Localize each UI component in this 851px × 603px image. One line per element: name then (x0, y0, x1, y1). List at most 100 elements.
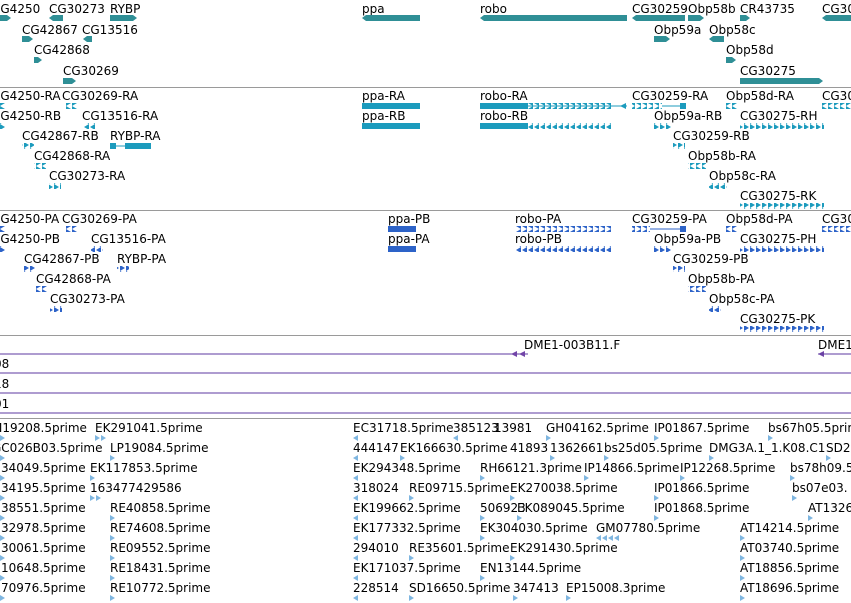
est-label[interactable]: H10648.5prime (0, 561, 86, 575)
clone-label-dme1-003b11f[interactable]: DME1-003B11.F (524, 338, 621, 352)
est-label[interactable]: IP01866.5prime (654, 481, 750, 495)
est-label[interactable]: AT14214.5prime (740, 521, 840, 535)
gene-label-cg30259[interactable]: CG30259 (632, 2, 688, 16)
protein-label-cg4250-pa[interactable]: CG4250-PA (0, 212, 60, 226)
est-label[interactable]: H70976.5prime (0, 581, 86, 595)
transcript-label-cg30275-rh[interactable]: CG30275-RH (740, 109, 818, 123)
est-label[interactable]: GM07780.5prime (596, 521, 701, 535)
clone-label-01[interactable]: 01 (0, 397, 10, 411)
gene-label-cg30269[interactable]: CG30269 (63, 64, 119, 78)
est-label[interactable]: 1362661 (550, 441, 604, 455)
protein-label-obp59a-pb[interactable]: Obp59a-PB (654, 232, 722, 246)
protein-label-obp58c-pa[interactable]: Obp58c-PA (709, 292, 775, 306)
est-label[interactable]: GC026B03.5prime (0, 441, 103, 455)
gene-label-obp59a[interactable]: Obp59a (654, 23, 702, 37)
transcript-label-cg30-cut[interactable]: CG30 (822, 89, 851, 103)
protein-label-cg30-cut[interactable]: CG30 (822, 212, 851, 226)
transcript-label-cg30259-ra[interactable]: CG30259-RA (632, 89, 709, 103)
est-label[interactable]: 163477429586 (90, 481, 182, 495)
est-label[interactable]: EK270038.5prime (510, 481, 618, 495)
transcript-label-obp59a-rb[interactable]: Obp59a-RB (654, 109, 723, 123)
est-label[interactable]: RE74608.5prime (110, 521, 211, 535)
est-label[interactable]: bs78h09.5 (790, 461, 851, 475)
est-label[interactable]: EK199662.5prime (353, 501, 461, 515)
est-label[interactable]: EK291430.5prime (510, 541, 618, 555)
gene-label-cg30273[interactable]: CG30273 (49, 2, 105, 16)
transcript-label-cg42867-rb[interactable]: CG42867-RB (22, 129, 99, 143)
transcript-label-cg30259-rb[interactable]: CG30259-RB (673, 129, 750, 143)
est-label[interactable]: SD16650.5prime (409, 581, 511, 595)
transcript-label-obp58b-ra[interactable]: Obp58b-RA (688, 149, 756, 163)
est-label[interactable]: DMG3A.1_1.K08.C1 (709, 441, 826, 455)
gene-label-obp58d[interactable]: Obp58d (726, 43, 774, 57)
transcript-label-robo-rb[interactable]: robo-RB (480, 109, 529, 123)
clone-label-18[interactable]: 18 (0, 377, 10, 391)
est-label[interactable]: H32978.5prime (0, 521, 86, 535)
est-label[interactable]: AT03740.5prime (740, 541, 840, 555)
est-label[interactable]: H34049.5prime (0, 461, 86, 475)
est-label[interactable]: 347413 (513, 581, 559, 595)
protein-label-obp58d-pa[interactable]: Obp58d-PA (726, 212, 793, 226)
est-label[interactable]: EK089045.5prime (517, 501, 625, 515)
gene-label-cg42867[interactable]: CG42867 (22, 23, 78, 37)
est-label[interactable]: RE18431.5prime (110, 561, 211, 575)
est-label[interactable]: 318024 (353, 481, 399, 495)
transcript-label-ppa-rb[interactable]: ppa-RB (362, 109, 406, 123)
protein-label-cg30269-pa[interactable]: CG30269-PA (62, 212, 137, 226)
est-label[interactable]: 41893 (510, 441, 549, 455)
protein-label-ppa-pb[interactable]: ppa-PB (388, 212, 431, 226)
est-label[interactable]: AT18856.5prime (740, 561, 840, 575)
transcript-label-ppa-ra[interactable]: ppa-RA (362, 89, 405, 103)
est-label[interactable]: bs67h05.5prim (768, 421, 851, 435)
est-label[interactable]: RE09552.5prime (110, 541, 211, 555)
est-label[interactable]: EC31718.5prime (353, 421, 454, 435)
clone-label-dme1-cut[interactable]: DME1 (818, 338, 851, 352)
est-label[interactable]: EP15008.3prime (566, 581, 666, 595)
gene-label-cg30-cut[interactable]: CG30 (822, 2, 851, 16)
gene-label-cg42868[interactable]: CG42868 (34, 43, 90, 57)
gene-label-rybp[interactable]: RYBP (110, 2, 141, 16)
est-label[interactable]: EK171037.5prime (353, 561, 461, 575)
est-label[interactable]: H34195.5prime (0, 481, 86, 495)
est-label[interactable]: IP01868.5prime (654, 501, 750, 515)
transcript-label-cg30275-rk[interactable]: CG30275-RK (740, 189, 817, 203)
gene-label-cg13516[interactable]: CG13516 (82, 23, 138, 37)
est-label[interactable]: IP12268.5prime (680, 461, 776, 475)
protein-label-robo-pb[interactable]: robo-PB (515, 232, 562, 246)
protein-label-cg42867-pb[interactable]: CG42867-PB (24, 252, 100, 266)
est-label[interactable]: EK304030.5prime (480, 521, 588, 535)
est-label[interactable]: RH66121.3prime (480, 461, 582, 475)
est-label[interactable]: GH04162.5prime (546, 421, 649, 435)
est-label[interactable]: 13981 (494, 421, 533, 435)
est-label[interactable]: H30061.5prime (0, 541, 86, 555)
est-label[interactable]: RE35601.5prime (409, 541, 510, 555)
est-label[interactable]: 228514 (353, 581, 399, 595)
transcript-label-cg42868-ra[interactable]: CG42868-RA (34, 149, 111, 163)
transcript-label-obp58c-ra[interactable]: Obp58c-RA (709, 169, 776, 183)
protein-label-cg42868-pa[interactable]: CG42868-PA (36, 272, 111, 286)
est-label[interactable]: EK294348.5prime (353, 461, 461, 475)
protein-label-cg30259-pa[interactable]: CG30259-PA (632, 212, 707, 226)
est-label[interactable]: 294010 (353, 541, 399, 555)
protein-label-cg30273-pa[interactable]: CG30273-PA (50, 292, 125, 306)
transcript-label-cg30273-ra[interactable]: CG30273-RA (49, 169, 126, 183)
gene-label-obp58b[interactable]: Obp58b (688, 2, 736, 16)
est-label[interactable]: M19208.5prime (0, 421, 87, 435)
transcript-label-rybp-ra[interactable]: RYBP-RA (110, 129, 161, 143)
est-label[interactable]: 506923 (480, 501, 526, 515)
gene-label-obp58c[interactable]: Obp58c (709, 23, 756, 37)
transcript-label-cg13516-ra[interactable]: CG13516-RA (82, 109, 159, 123)
est-label[interactable]: IP14866.5prime (584, 461, 680, 475)
protein-label-cg30275-ph[interactable]: CG30275-PH (740, 232, 817, 246)
gene-label-cr43735[interactable]: CR43735 (740, 2, 795, 16)
est-label[interactable]: EK291041.5prime (95, 421, 203, 435)
est-label[interactable]: SD2 (826, 441, 851, 455)
protein-label-ppa-pa[interactable]: ppa-PA (388, 232, 430, 246)
transcript-label-robo-ra[interactable]: robo-RA (480, 89, 528, 103)
gene-label-ppa[interactable]: ppa (362, 2, 385, 16)
est-label[interactable]: EK166630.5prime (400, 441, 508, 455)
est-label[interactable]: LP19084.5prime (110, 441, 209, 455)
est-label[interactable]: IP01867.5prime (654, 421, 750, 435)
est-label[interactable]: bs07e03. (792, 481, 848, 495)
transcript-label-obp58d-ra[interactable]: Obp58d-RA (726, 89, 794, 103)
